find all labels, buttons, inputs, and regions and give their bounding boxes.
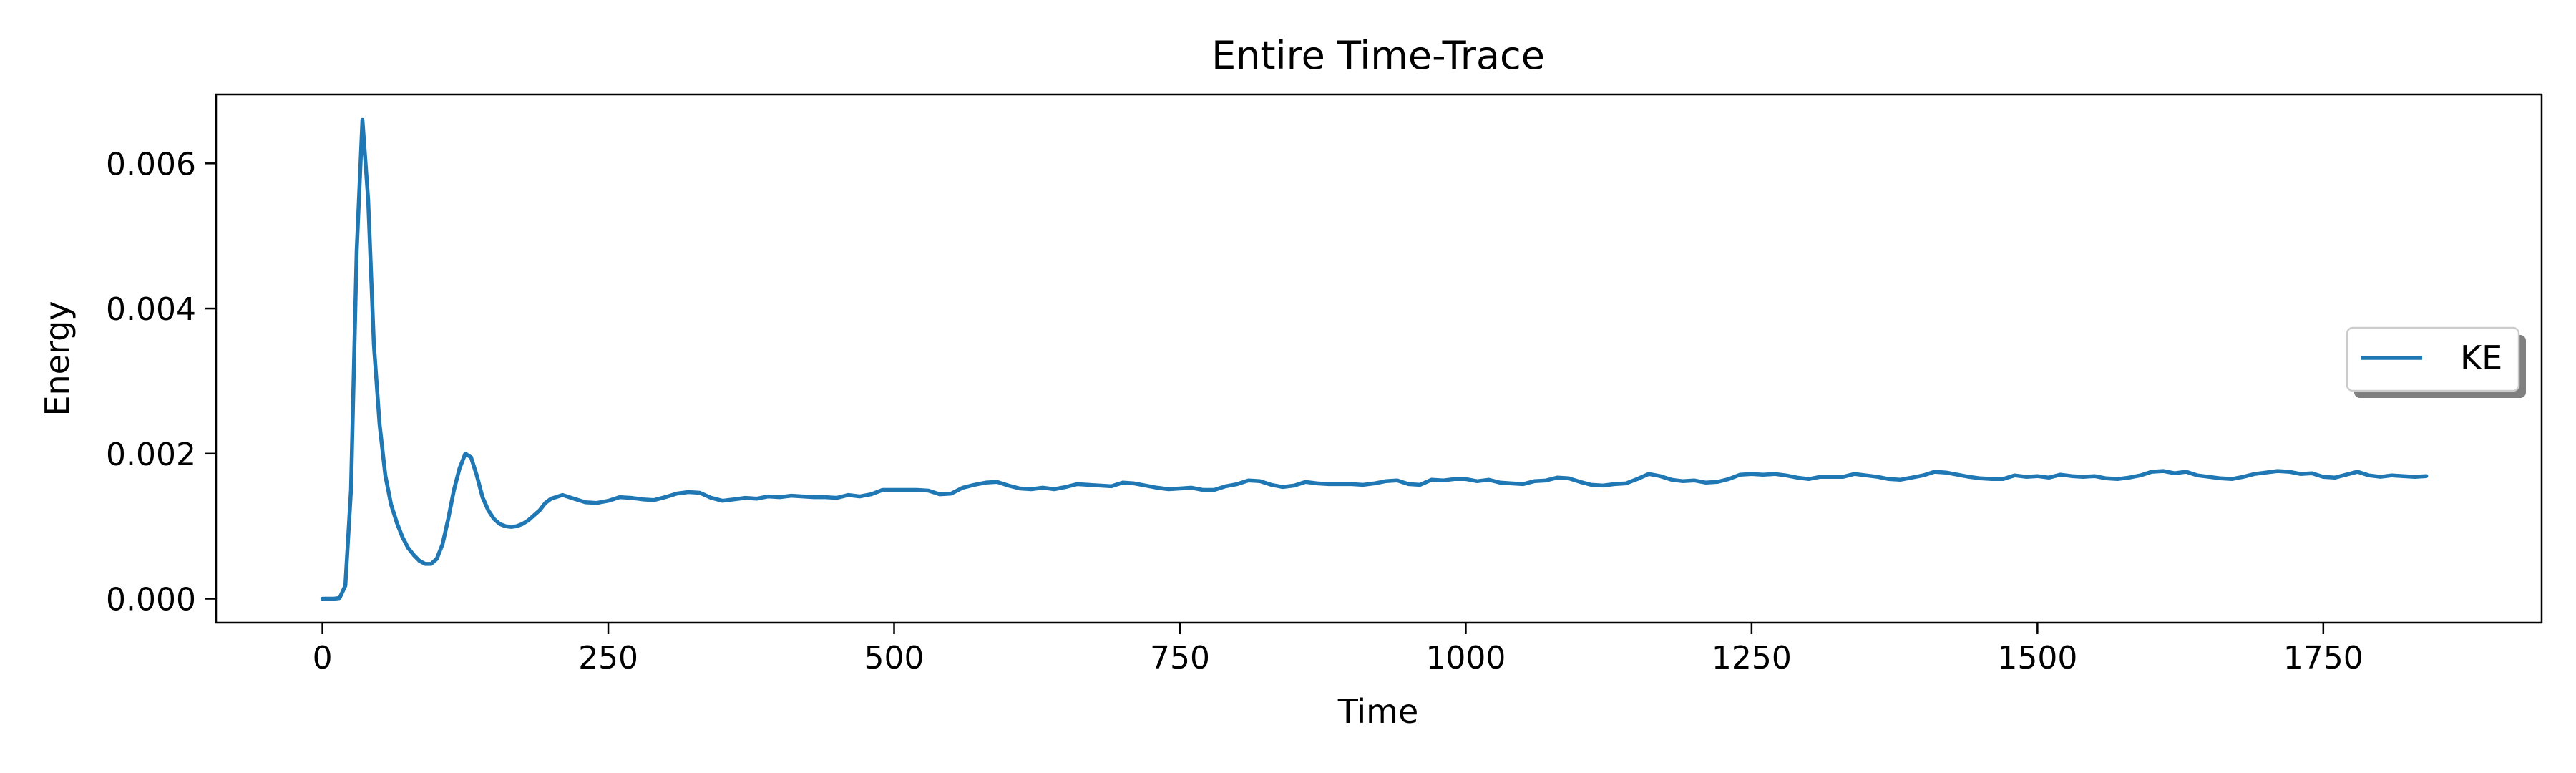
y-tick-label: 0.006 xyxy=(106,146,196,183)
x-tick-label: 750 xyxy=(1150,640,1210,676)
legend: KE xyxy=(2346,326,2526,398)
legend-box xyxy=(2346,326,2520,392)
x-tick-label: 1250 xyxy=(1712,640,1792,676)
x-axis: 0 250 500 750 1000 1250 1500 1750 xyxy=(313,623,2363,676)
x-tick-label: 250 xyxy=(578,640,638,676)
chart-title: Entire Time-Trace xyxy=(1211,33,1545,78)
series-line-ke xyxy=(320,117,2429,601)
y-tick-label: 0.002 xyxy=(106,437,196,473)
plot-area xyxy=(216,94,2542,623)
y-tick-label: 0.000 xyxy=(106,582,196,618)
y-axis: 0.000 0.002 0.004 0.006 xyxy=(106,146,216,618)
y-axis-label: Energy xyxy=(38,301,77,416)
x-tick-label: 1500 xyxy=(1997,640,2077,676)
x-tick-label: 500 xyxy=(864,640,924,676)
legend-label-ke: KE xyxy=(2460,339,2502,377)
plot-frame xyxy=(215,93,2543,624)
x-tick-label: 1750 xyxy=(2283,640,2363,676)
x-tick-label: 0 xyxy=(313,640,333,676)
x-axis-label: Time xyxy=(1337,692,1419,731)
y-tick-label: 0.004 xyxy=(106,291,196,328)
x-tick-label: 1000 xyxy=(1425,640,1506,676)
